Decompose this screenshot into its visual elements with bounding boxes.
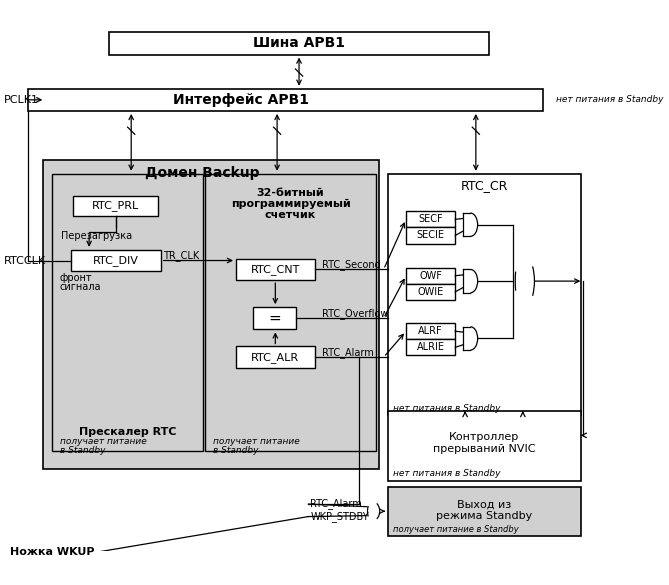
Bar [236, 346, 314, 368]
Text: =: = [268, 311, 281, 326]
Bar [71, 250, 161, 271]
Text: RTC_DIV: RTC_DIV [93, 255, 139, 266]
Text: RTCCLK: RTCCLK [4, 256, 46, 266]
Bar [28, 89, 543, 111]
Text: ALRF: ALRF [418, 326, 443, 336]
Text: RTC_PRL: RTC_PRL [92, 201, 139, 211]
Text: WKP_STDBY: WKP_STDBY [310, 511, 369, 522]
Text: RTC_Overflow: RTC_Overflow [322, 308, 388, 319]
Bar [236, 259, 314, 280]
Text: SECF: SECF [418, 214, 443, 224]
Text: ALRIE: ALRIE [417, 342, 445, 352]
Text: Контроллер: Контроллер [449, 432, 520, 442]
Text: Выход из: Выход из [457, 500, 512, 510]
Text: Интерфейс АРВ1: Интерфейс АРВ1 [173, 93, 309, 107]
Text: нет питания в Standby: нет питания в Standby [555, 95, 663, 104]
Text: RTC_ALR: RTC_ALR [252, 352, 300, 363]
Text: SECIE: SECIE [417, 230, 445, 240]
Bar [406, 211, 456, 228]
Text: PCLK1: PCLK1 [4, 95, 39, 105]
Text: RTC_Alarm: RTC_Alarm [322, 347, 373, 358]
Text: OWF: OWF [419, 271, 442, 281]
Bar [388, 174, 581, 415]
Text: фронт: фронт [60, 273, 92, 283]
Bar [406, 284, 456, 300]
Text: прерываний NVIC: прерываний NVIC [433, 445, 536, 455]
Text: в Standby: в Standby [213, 446, 258, 455]
Bar [406, 228, 456, 243]
Text: RTC_CR: RTC_CR [461, 179, 508, 192]
Text: нет питания в Standby: нет питания в Standby [393, 469, 501, 478]
Text: получает питание: получает питание [213, 437, 300, 446]
Text: RTC_Alarm: RTC_Alarm [310, 498, 362, 510]
Bar [109, 32, 489, 54]
Text: нет питания в Standby: нет питания в Standby [393, 404, 501, 413]
Text: RTC_Second: RTC_Second [322, 260, 381, 270]
Bar [388, 411, 581, 481]
Text: Домен Backup: Домен Backup [145, 166, 260, 180]
Text: счетчик: счетчик [265, 210, 316, 220]
Bar [73, 196, 158, 216]
Text: получает питание в Standby: получает питание в Standby [393, 525, 519, 535]
Text: TR_CLK: TR_CLK [163, 250, 199, 260]
Text: Перезагрузка: Перезагрузка [62, 231, 132, 242]
Text: сигнала: сигнала [60, 283, 101, 292]
Bar [406, 323, 456, 339]
Text: получает питание: получает питание [60, 437, 147, 446]
Text: Ножка WKUP: Ножка WKUP [10, 548, 95, 558]
Bar [388, 487, 581, 536]
Bar [10, 559, 21, 570]
Text: Прескалер RTC: Прескалер RTC [79, 426, 177, 436]
Text: OWIE: OWIE [417, 287, 444, 297]
Bar [43, 160, 379, 469]
Bar [253, 307, 296, 329]
Text: 32-битный: 32-битный [257, 188, 324, 198]
Bar [205, 174, 375, 451]
Bar [406, 268, 456, 284]
Text: программируемый: программируемый [231, 199, 351, 209]
Text: режима Standby: режима Standby [436, 511, 533, 521]
Bar [406, 339, 456, 356]
Text: в Standby: в Standby [60, 446, 105, 455]
Text: Шина АРВ1: Шина АРВ1 [253, 36, 345, 50]
Bar [52, 174, 203, 451]
Text: RTC_CNT: RTC_CNT [251, 264, 300, 275]
